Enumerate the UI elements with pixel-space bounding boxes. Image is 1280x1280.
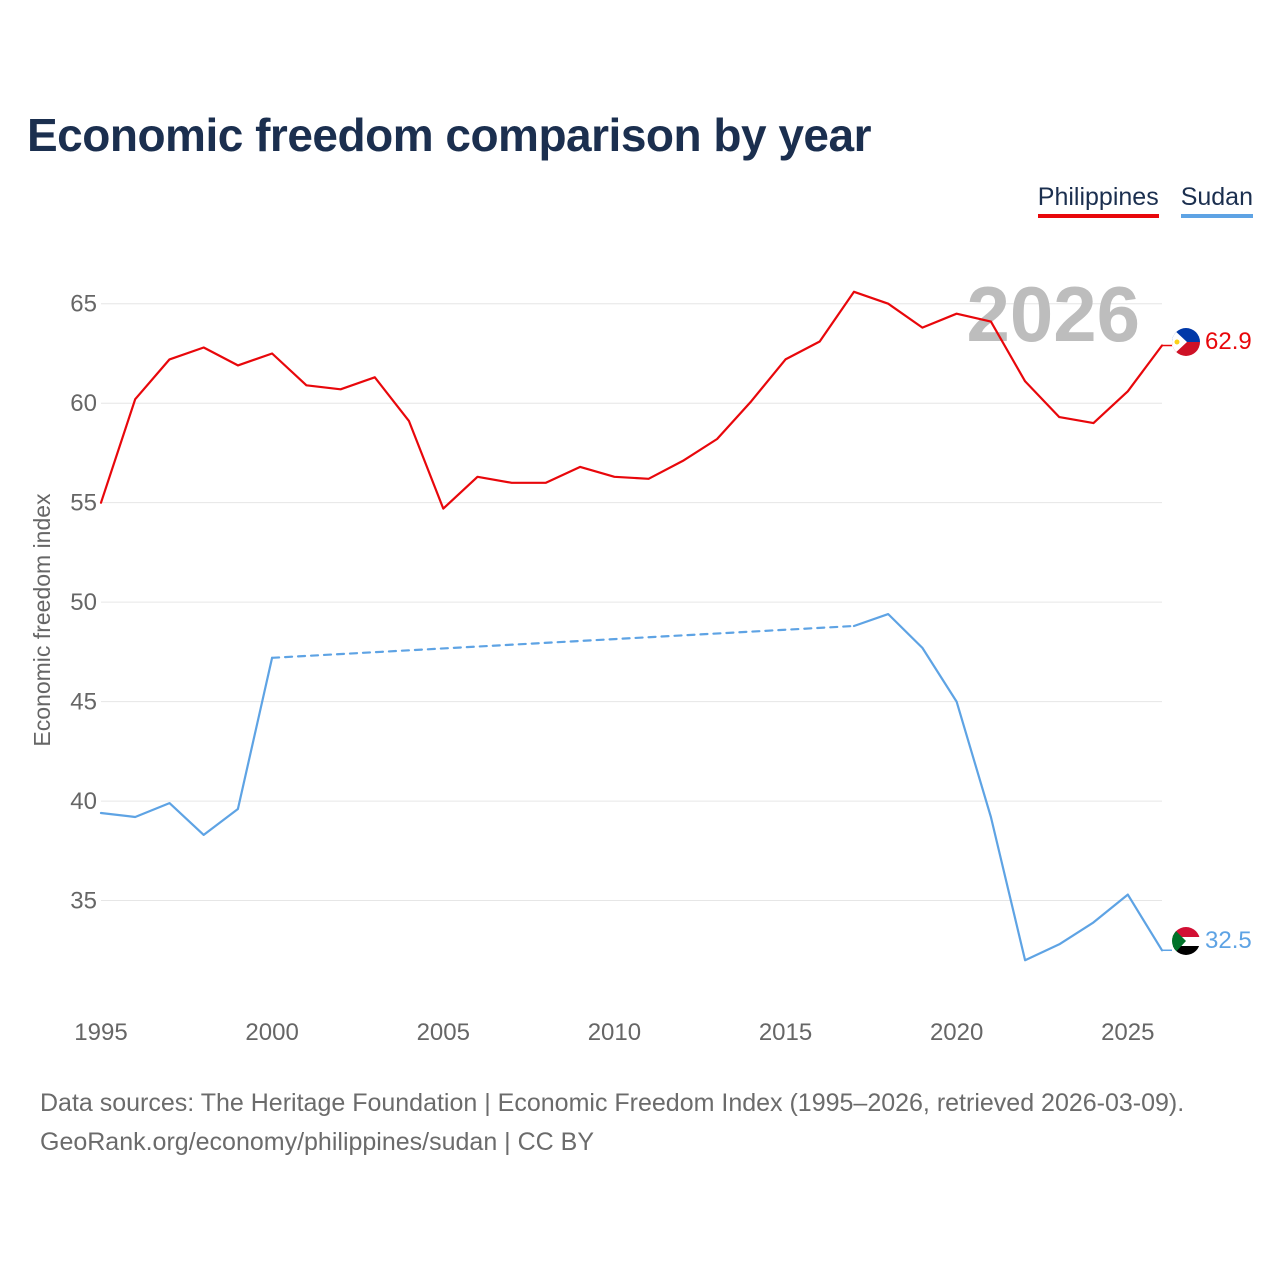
y-axis-ticks: 35 40 45 50 55 60 65 <box>70 291 97 915</box>
y-axis-label: Economic freedom index <box>29 493 55 747</box>
y-tick-label-65: 65 <box>70 291 97 318</box>
philippines-line-0 <box>99 290 1164 510</box>
philippines-point-1995 <box>98 500 104 506</box>
philippines-point-2010 <box>611 474 617 480</box>
philippines-point-2014 <box>748 398 754 404</box>
philippines-point-1999 <box>235 362 241 368</box>
chart-title: Economic freedom comparison by year <box>27 109 872 161</box>
sudan-point-1996 <box>132 814 138 820</box>
philippines-point-1996 <box>132 396 138 402</box>
philippines-point-1998 <box>201 344 207 350</box>
sudan-point-1998 <box>201 832 207 838</box>
x-tick-label-2010: 2010 <box>588 1019 641 1046</box>
philippines-point-2003 <box>372 374 378 380</box>
philippines-point-2006 <box>474 474 480 480</box>
chart-area: 35 40 45 50 55 60 65 1995 2000 2005 2010 2015 2020 2… <box>29 270 1252 1046</box>
philippines-point-2023 <box>1056 414 1062 420</box>
x-axis-ticks: 1995 2000 2005 2010 2015 2020 2025 <box>74 1019 1154 1046</box>
philippines-point-2012 <box>680 458 686 464</box>
sudan-point-2023 <box>1056 941 1062 947</box>
philippines-point-2005 <box>440 506 446 512</box>
philippines-point-2009 <box>577 464 583 470</box>
x-tick-label-2015: 2015 <box>759 1019 812 1046</box>
philippines-point-2025 <box>1125 388 1131 394</box>
sudan-point-1995 <box>98 810 104 816</box>
philippines-point-1997 <box>166 356 172 362</box>
philippines-point-2001 <box>303 382 309 388</box>
y-tick-label-50: 50 <box>70 589 97 616</box>
philippines-point-2022 <box>1022 378 1028 384</box>
x-tick-label-2005: 2005 <box>417 1019 470 1046</box>
sudan-point-1999 <box>235 806 241 812</box>
legend-item-sudan[interactable]: Sudan <box>1180 183 1253 218</box>
y-tick-label-40: 40 <box>70 788 97 815</box>
sudan-line-2 <box>852 613 1164 962</box>
philippines-point-2015 <box>783 356 789 362</box>
sudan-point-2024 <box>1091 919 1097 925</box>
philippines-point-2024 <box>1091 420 1097 426</box>
philippines-point-2011 <box>646 476 652 482</box>
year-watermark: 2026 <box>966 270 1140 358</box>
philippines-point-2019 <box>919 325 925 331</box>
sudan-point-1997 <box>166 800 172 806</box>
philippines-flag-icon <box>1172 328 1200 356</box>
x-tick-label-2000: 2000 <box>245 1019 298 1046</box>
footer: Data sources: The Heritage Foundation | … <box>40 1084 1184 1162</box>
philippines-point-2007 <box>509 480 515 486</box>
sudan-point-2000 <box>269 655 275 661</box>
philippines-point-2004 <box>406 418 412 424</box>
x-tick-label-1995: 1995 <box>74 1019 127 1046</box>
sudan-point-2019 <box>919 645 925 651</box>
legend-item-philippines[interactable]: Philippines <box>1037 183 1159 218</box>
sudan-point-2020 <box>954 699 960 705</box>
y-tick-label-35: 35 <box>70 888 97 915</box>
philippines-point-2020 <box>954 311 960 317</box>
philippines-point-2018 <box>885 301 891 307</box>
y-tick-label-60: 60 <box>70 390 97 417</box>
x-tick-label-2020: 2020 <box>930 1019 983 1046</box>
series-lines <box>98 289 1172 963</box>
philippines-point-2000 <box>269 350 275 356</box>
source-link[interactable]: GeoRank.org/economy/philippines/sudan | … <box>40 1128 595 1156</box>
y-tick-label-45: 45 <box>70 689 97 716</box>
philippines-end-value: 62.9 <box>1205 328 1252 355</box>
philippines-point-2013 <box>714 436 720 442</box>
philippines-point-2008 <box>543 480 549 486</box>
legend: Philippines Sudan <box>1037 183 1253 218</box>
sudan-flag-icon <box>1172 927 1200 955</box>
x-tick-label-2025: 2025 <box>1101 1019 1154 1046</box>
philippines-point-2002 <box>338 386 344 392</box>
y-tick-label-55: 55 <box>70 490 97 517</box>
sudan-point-2021 <box>988 814 994 820</box>
sudan-line-0 <box>99 656 274 836</box>
philippines-point-2016 <box>817 339 823 345</box>
philippines-point-2017 <box>851 289 857 295</box>
sudan-point-2025 <box>1125 892 1131 898</box>
data-source-note: Data sources: The Heritage Foundation | … <box>40 1089 1185 1117</box>
sudan-point-2018 <box>885 611 891 617</box>
philippines-point-2021 <box>988 319 994 325</box>
sudan-line-gap-1 <box>271 624 856 659</box>
sudan-point-2022 <box>1022 957 1028 963</box>
sudan-end-value: 32.5 <box>1205 927 1252 954</box>
sudan-point-2017 <box>851 623 857 629</box>
gridlines <box>101 303 1162 902</box>
